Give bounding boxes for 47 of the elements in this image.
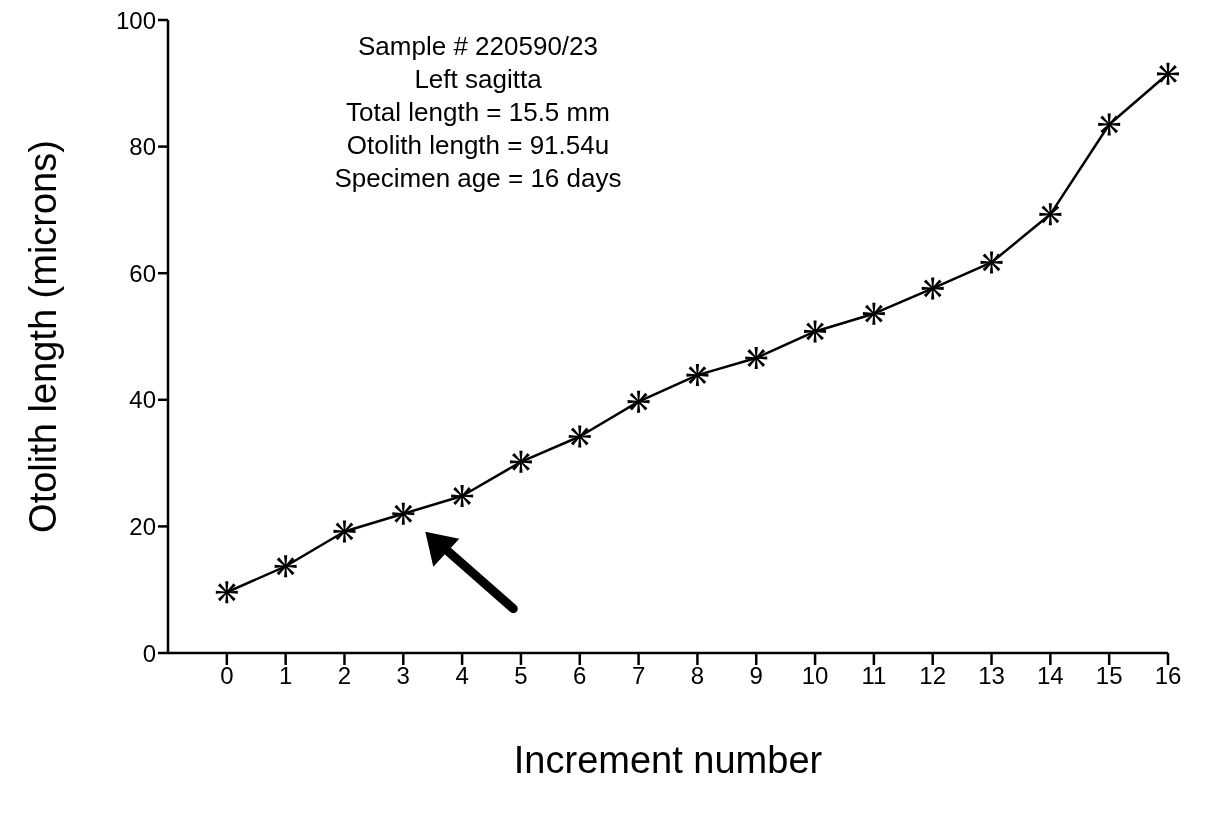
y-tick-label: 80 — [129, 133, 156, 161]
point — [921, 277, 944, 300]
x-tick-label: 1 — [278, 662, 293, 690]
annotation: Total length = 15.5 mm — [345, 96, 611, 129]
point — [980, 251, 1003, 274]
point — [215, 581, 238, 604]
point — [804, 320, 827, 343]
y-tick-label: 60 — [129, 259, 156, 287]
x-tick-label: 6 — [573, 662, 587, 690]
x-tick-label: 8 — [690, 662, 705, 690]
x-tick-label: 10 — [801, 662, 829, 690]
x-tick-label: 14 — [1037, 662, 1064, 690]
annotation: Left sagitta — [413, 63, 543, 96]
point — [1098, 113, 1121, 136]
annotation: Otolith length = 91.54u — [345, 129, 611, 162]
x-tick-label: 7 — [631, 662, 646, 690]
x-tick-label: 15 — [1095, 662, 1123, 690]
x-tick-label: 5 — [514, 662, 528, 690]
x-tick-label: 3 — [396, 662, 410, 690]
x-tick-label: 13 — [978, 662, 1005, 690]
point — [509, 450, 532, 473]
annotation: Specimen age = 16 days — [333, 162, 623, 195]
point — [862, 302, 885, 325]
x-tick-label: 9 — [749, 662, 763, 690]
x-tick-label: 11 — [861, 662, 887, 690]
y-tick-label: 0 — [142, 639, 156, 667]
y-tick-label: 100 — [115, 6, 156, 34]
point — [745, 347, 768, 370]
x-tick-label: 4 — [455, 662, 469, 690]
point — [568, 425, 591, 448]
point — [627, 390, 650, 413]
x-tick-label: 0 — [220, 662, 234, 690]
x-tick-label: 16 — [1154, 662, 1182, 690]
point — [333, 520, 356, 543]
point — [451, 485, 474, 508]
y-axis-title: Otolith length (microns) — [22, 140, 65, 533]
point — [1039, 203, 1062, 226]
y-tick-label: 40 — [129, 386, 156, 414]
point — [1157, 62, 1179, 85]
point — [686, 364, 709, 387]
y-tick-label: 20 — [129, 512, 156, 540]
x-axis-title: Increment number — [513, 739, 823, 781]
x-tick-label: 2 — [337, 662, 352, 690]
x-tick-label: 12 — [919, 662, 947, 690]
point — [274, 555, 297, 578]
point — [392, 502, 415, 525]
annotation: Sample # 220590/23 — [357, 30, 599, 63]
